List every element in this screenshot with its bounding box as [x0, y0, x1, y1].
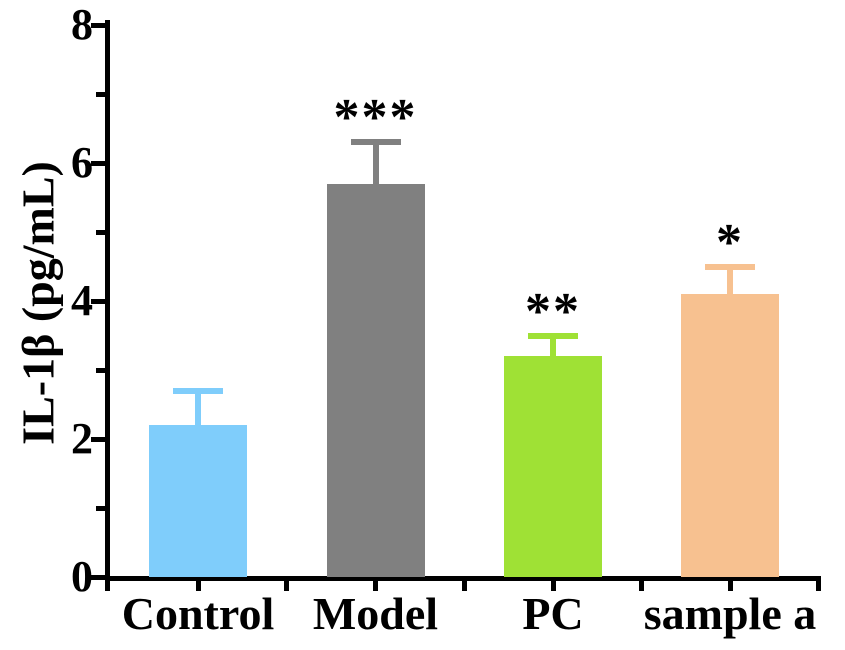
- significance-label: *: [716, 213, 744, 271]
- category-label-pc: PC: [522, 588, 584, 639]
- y-tick-label: 6: [71, 138, 93, 187]
- x-axis-tick: [284, 581, 290, 591]
- y-axis-minor-tick: [96, 229, 105, 235]
- x-axis-line: [105, 576, 821, 581]
- bar-pc: [504, 356, 602, 577]
- x-axis-tick: [815, 581, 821, 591]
- y-axis-major-tick: [91, 574, 105, 580]
- error-bar-stem: [550, 335, 556, 357]
- category-label-sample-a: sample a: [643, 588, 817, 639]
- significance-label: **: [525, 282, 581, 340]
- significance-label: ***: [333, 89, 418, 147]
- y-axis-line: [105, 20, 110, 582]
- bar-sample-a: [681, 294, 779, 577]
- x-axis-tick: [195, 581, 201, 591]
- error-bar-stem: [195, 390, 201, 426]
- bar-control: [149, 425, 247, 577]
- y-tick-label: 2: [71, 414, 93, 463]
- y-axis-major-tick: [91, 160, 105, 166]
- x-axis-tick: [639, 581, 644, 591]
- y-axis-minor-tick: [96, 91, 105, 97]
- error-bar-cap: [173, 387, 223, 394]
- x-axis-tick: [727, 581, 733, 591]
- y-tick-label: 8: [71, 0, 93, 49]
- y-axis-major-tick: [91, 22, 105, 28]
- error-bar-stem: [372, 142, 379, 184]
- bar-model: [326, 183, 425, 577]
- y-axis-major-tick: [91, 298, 105, 304]
- error-bar-cap: [705, 263, 755, 270]
- x-axis-tick: [550, 581, 556, 591]
- category-label-model: Model: [312, 588, 439, 639]
- category-label-control: Control: [121, 588, 275, 639]
- y-axis-minor-tick: [96, 367, 105, 373]
- y-tick-label: 0: [71, 552, 93, 601]
- y-axis-minor-tick: [96, 505, 105, 511]
- x-axis-tick: [461, 581, 467, 591]
- x-axis-tick: [105, 581, 110, 591]
- y-axis-major-tick: [91, 436, 105, 442]
- y-tick-label: 4: [71, 276, 93, 325]
- error-bar-cap: [528, 332, 578, 339]
- x-axis-tick: [373, 581, 378, 591]
- error-bar-cap: [350, 139, 401, 146]
- error-bar-stem: [727, 266, 733, 295]
